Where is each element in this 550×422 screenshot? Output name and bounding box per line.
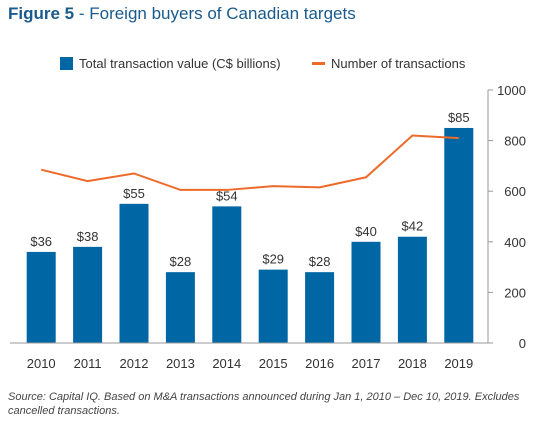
- bar-2018: [397, 236, 427, 343]
- bar-2015: [258, 269, 288, 343]
- legend-line-swatch: [312, 62, 325, 65]
- legend-bar-label: Total transaction value (C$ billions): [79, 56, 281, 71]
- bar-2014: [212, 206, 242, 343]
- combo-chart: $36 $38 $55 $28 $54 $29 $28 $40 $42 $85 2010 2011 20…: [10, 83, 526, 371]
- x-tick-2017: 2017: [352, 356, 381, 371]
- right-tick-0: 0: [519, 336, 526, 351]
- bar-2016: [305, 272, 335, 343]
- bar-2012: [119, 203, 149, 343]
- legend-line-label: Number of transactions: [331, 56, 466, 71]
- bar-2017: [351, 241, 381, 343]
- x-tick-2012: 2012: [120, 356, 149, 371]
- figure-number: Figure 5: [8, 4, 75, 23]
- legend-bar-swatch: [60, 57, 73, 70]
- right-tick-400: 400: [504, 235, 526, 250]
- right-tick-200: 200: [504, 285, 526, 300]
- x-tick-2011: 2011: [74, 356, 102, 371]
- bar-label-2015: $29: [262, 252, 284, 267]
- source-note: Source: Capital IQ. Based on M&A transac…: [8, 391, 520, 417]
- x-tick-2010: 2010: [27, 356, 56, 371]
- bar-2013: [165, 272, 195, 343]
- bar-2011: [73, 246, 103, 343]
- right-tick-800: 800: [504, 134, 526, 149]
- x-tick-2014: 2014: [212, 356, 241, 371]
- bar-label-2019: $85: [448, 110, 470, 125]
- x-tick-2013: 2013: [166, 356, 195, 371]
- bar-label-2013: $28: [170, 254, 192, 269]
- legend-item-bar: Total transaction value (C$ billions): [60, 56, 281, 71]
- bar-2019: [444, 127, 474, 343]
- chart-title: Figure 5 - Foreign buyers of Canadian ta…: [8, 4, 356, 24]
- bar-label-2014: $54: [216, 188, 238, 203]
- bar-label-2016: $28: [309, 254, 331, 269]
- x-tick-2015: 2015: [259, 356, 288, 371]
- bar-label-2010: $36: [30, 234, 52, 249]
- transactions-line: [40, 134, 459, 191]
- right-tick-1000: 1000: [497, 83, 526, 98]
- bar-label-2017: $40: [355, 224, 377, 239]
- x-tick-2019: 2019: [444, 356, 473, 371]
- x-tick-2018: 2018: [398, 356, 427, 371]
- legend-item-line: Number of transactions: [312, 56, 465, 71]
- bar-label-2012: $55: [123, 186, 145, 201]
- title-text: - Foreign buyers of Canadian targets: [74, 4, 356, 23]
- bar-label-2011: $38: [77, 229, 99, 244]
- bar-2010: [26, 251, 56, 343]
- bar-label-2018: $42: [402, 219, 424, 234]
- x-tick-2016: 2016: [305, 356, 334, 371]
- right-tick-600: 600: [504, 184, 526, 199]
